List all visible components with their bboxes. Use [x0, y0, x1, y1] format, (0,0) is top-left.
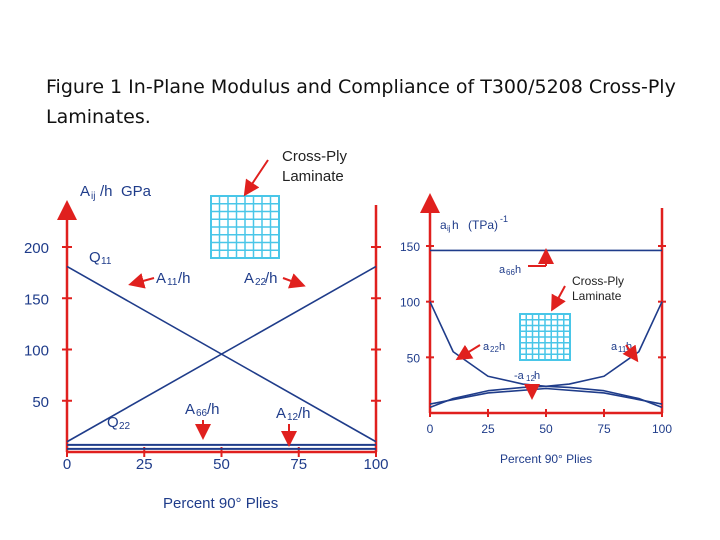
right-inset-arrow	[551, 285, 566, 312]
left-y-tick-label: 100	[24, 343, 49, 360]
left-x-axis-title: Percent 90° Plies	[163, 495, 278, 512]
label-a66-sub: 66	[196, 408, 208, 419]
arrow-a11	[128, 273, 155, 289]
label-neg-a12h-sub: 12	[526, 374, 535, 383]
label-a22-sub: 22	[255, 277, 267, 288]
right-y-unit: (TPa)	[468, 218, 498, 232]
right-y-tick-label: 150	[400, 240, 420, 254]
left-y-tick-label: 50	[32, 394, 49, 411]
series-line-a22-h	[66, 265, 377, 443]
left-x-tick-label: 50	[213, 456, 230, 473]
right-y-axis-title-a: a	[440, 218, 447, 232]
label-neg-a12h: -a	[514, 370, 525, 382]
right-y-axis-title-h: h	[452, 218, 459, 232]
left-inset-label-line1: Cross-Ply	[282, 148, 348, 165]
label-a66-h: /h	[207, 401, 220, 418]
label-a22h-sub: 22	[490, 345, 499, 354]
left-x-tick-label: 25	[136, 456, 153, 473]
left-y-axis-title-sub: ij	[91, 191, 95, 202]
label-a22h: a	[483, 341, 490, 353]
right-x-axis-title: Percent 90° Plies	[500, 452, 592, 466]
right-x-tick-label: 0	[427, 422, 434, 436]
label-a66h-sub: 66	[506, 268, 515, 277]
left-y-tick-label: 200	[24, 240, 49, 257]
label-neg-a12h-h: h	[534, 370, 540, 382]
label-a11: A	[156, 270, 166, 287]
label-q22-sub: 22	[119, 421, 131, 432]
label-a11h: a	[611, 341, 618, 353]
label-a12-sub: 12	[287, 412, 299, 423]
label-a12-h: /h	[298, 405, 311, 422]
arrow-a22h	[455, 344, 481, 361]
label-q11: Q	[89, 249, 101, 266]
left-x-tick-label: 0	[63, 456, 71, 473]
right-x-tick-label: 100	[652, 422, 672, 436]
right-inset-label-line2: Laminate	[572, 289, 622, 303]
series-line-neg-a12h	[429, 387, 663, 405]
right-x-tick-label: 50	[539, 422, 553, 436]
figure-caption: Figure 1 In-Plane Modulus and Compliance…	[46, 76, 676, 128]
arrow-a22	[282, 273, 306, 289]
left-x-tick-label: 75	[290, 456, 307, 473]
left-inset-arrow	[243, 159, 269, 197]
label-a66h: a	[499, 264, 506, 276]
left-y-unit: GPa	[121, 183, 152, 200]
left-y-axis-title-a: A	[80, 183, 90, 200]
right-y-tick-label: 100	[400, 296, 420, 310]
label-a22h-h: h	[499, 341, 505, 353]
label-a11-sub: 11	[167, 277, 178, 288]
label-a22-h: /h	[265, 270, 278, 287]
left-inset-label-line2: Laminate	[282, 168, 344, 185]
label-q11-sub: 11	[101, 256, 112, 267]
label-a22: A	[244, 270, 254, 287]
right-y-tick-label: 50	[407, 351, 421, 365]
left-y-tick-label: 150	[24, 291, 49, 308]
label-a66h-h: h	[515, 264, 521, 276]
right-x-tick-label: 75	[597, 422, 611, 436]
left-y-axis-title-h: /h	[100, 183, 113, 200]
right-y-unit-exponent: -1	[500, 214, 508, 224]
right-inset-label-line1: Cross-Ply	[572, 274, 624, 288]
arrow-a11h	[622, 344, 639, 363]
label-a66: A	[185, 401, 195, 418]
label-a11-h: /h	[178, 270, 191, 287]
label-q22: Q	[107, 414, 119, 431]
right-y-axis-title-sub: ij	[447, 224, 451, 233]
left-x-tick-label: 100	[363, 456, 388, 473]
label-a12: A	[276, 405, 286, 422]
label-a11h-sub: 11	[618, 345, 627, 354]
right-x-tick-label: 25	[481, 422, 495, 436]
